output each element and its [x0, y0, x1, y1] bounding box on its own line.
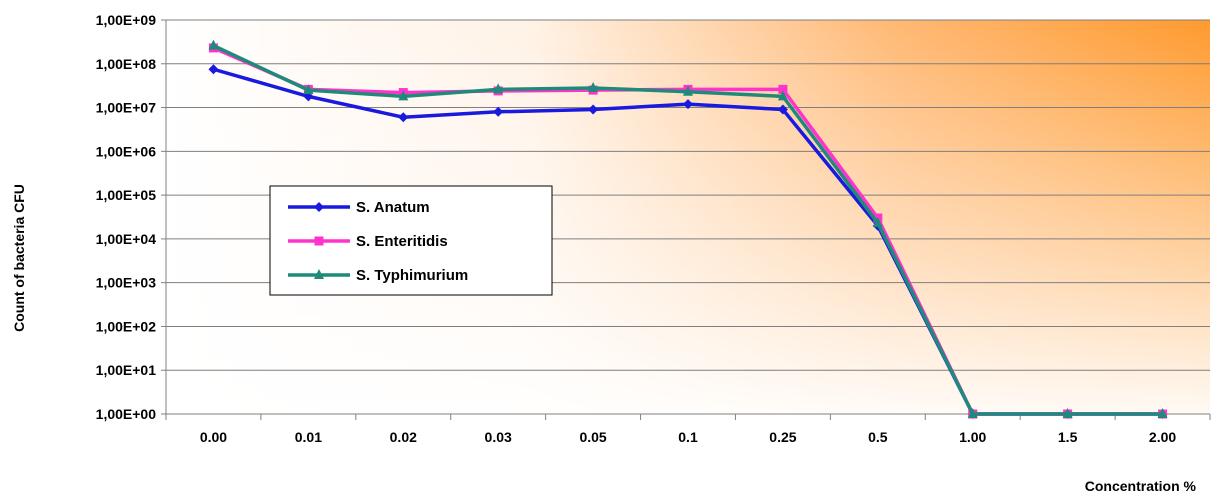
y-tick-label: 1,00E+00 — [96, 406, 157, 422]
data-point — [777, 104, 788, 115]
series-3 — [208, 39, 1168, 418]
y-tick-labels: 1,00E+00 1,00E+01 1,00E+02 1,00E+03 1,00E+04… — [96, 12, 157, 422]
y-tick-label: 1,00E+08 — [96, 56, 157, 72]
data-point — [967, 408, 978, 418]
x-tick-label: 0.03 — [485, 429, 512, 445]
data-point — [208, 39, 219, 50]
data-point — [588, 81, 599, 92]
x-tick-label: 1.5 — [1058, 429, 1078, 445]
series-layer — [208, 39, 1168, 419]
y-tick-label: 1,00E+06 — [96, 143, 157, 159]
y-tick-label: 1,00E+01 — [96, 362, 157, 378]
data-point — [493, 83, 504, 94]
x-tick-label: 0.25 — [769, 429, 796, 445]
x-tick-label: 0.1 — [678, 429, 698, 445]
x-tick-label: 0.00 — [200, 429, 227, 445]
data-point — [398, 112, 409, 123]
legend-marker — [314, 236, 324, 246]
legend-marker — [314, 202, 324, 212]
legend-entry: S. Enteritidis — [288, 233, 448, 250]
data-point — [872, 217, 883, 228]
x-tick-label: 1.00 — [959, 429, 986, 445]
data-point — [777, 90, 788, 101]
data-point — [683, 99, 693, 110]
y-tick-label: 1,00E+03 — [96, 275, 157, 291]
data-point — [1157, 408, 1168, 418]
legend-entry: S. Anatum — [288, 199, 430, 216]
y-tick-label: 1,00E+07 — [96, 100, 157, 116]
legend-label: S. Typhimurium — [356, 267, 468, 284]
data-point — [1062, 408, 1073, 418]
legend-marker — [314, 269, 324, 279]
y-tick-label: 1,00E+05 — [96, 187, 157, 203]
data-point — [398, 90, 409, 101]
data-point — [588, 104, 599, 115]
x-tick-label: 0.01 — [295, 429, 322, 445]
data-point — [683, 85, 693, 96]
y-tick-label: 1,00E+04 — [96, 231, 157, 247]
x-tick-label: 0.5 — [868, 429, 888, 445]
x-tick-label: 2.00 — [1149, 429, 1176, 445]
legend-entry: S. Typhimurium — [288, 267, 468, 284]
data-point — [303, 84, 314, 95]
y-tick-label: 1,00E+02 — [96, 318, 157, 334]
data-point — [493, 106, 504, 117]
x-tick-label: 0.05 — [579, 429, 606, 445]
x-tick-label: 0.02 — [390, 429, 417, 445]
y-axis-title: Count of bacteria CFU — [11, 184, 27, 332]
data-point — [208, 64, 219, 75]
x-axis-title: Concentration % — [1085, 478, 1197, 494]
y-tick-label: 1,00E+09 — [96, 12, 157, 28]
x-tick-labels: 0.00 0.01 0.02 0.03 0.05 0.1 0.25 0.5 1.00 1.5 2.0… — [200, 429, 1177, 445]
data-point — [778, 84, 788, 94]
legend-label: S. Anatum — [356, 199, 430, 216]
legend: S. Anatum S. Enteritidis S. Typhimurium — [269, 185, 553, 296]
legend-label: S. Enteritidis — [356, 233, 448, 250]
